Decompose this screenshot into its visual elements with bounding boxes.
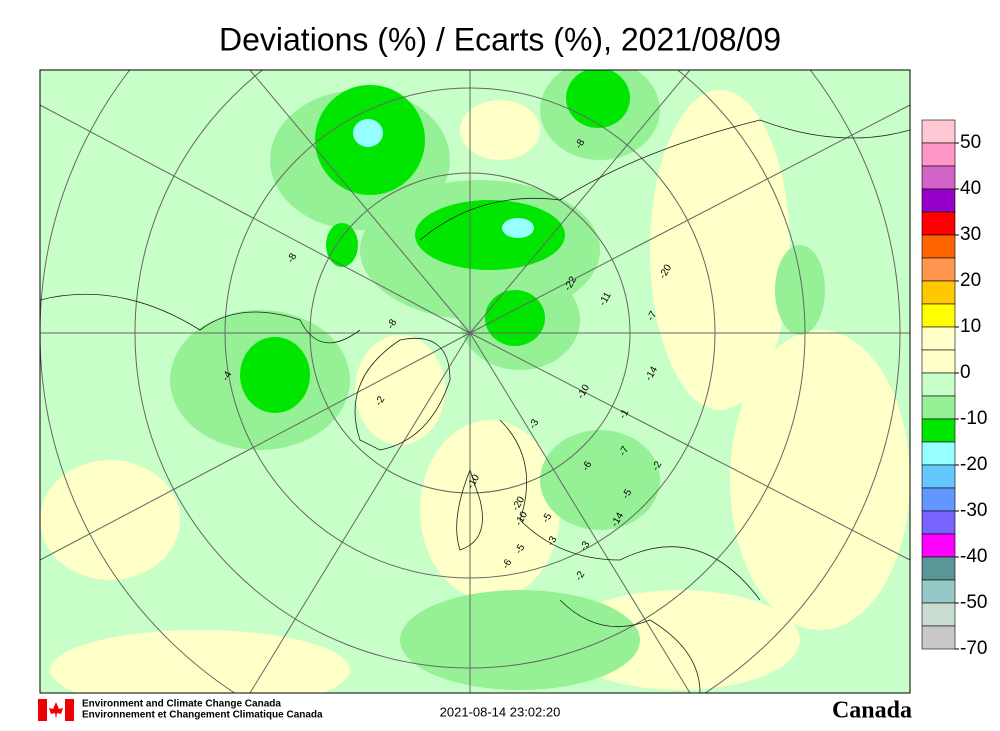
legend-swatch: [921, 464, 956, 489]
legend-swatch: [921, 280, 956, 305]
legend-tick-label: -20: [960, 454, 987, 475]
legend-tick-label: 0: [960, 362, 971, 383]
legend-swatch: [921, 487, 956, 512]
legend-swatch: [921, 395, 956, 420]
legend-tick-label: -70: [960, 638, 987, 659]
legend-swatch: [921, 556, 956, 581]
legend-swatch: [921, 119, 956, 144]
flag-bar: [38, 699, 47, 721]
legend-tick-label: 10: [960, 316, 981, 337]
legend-tick-label: -50: [960, 592, 987, 613]
legend-swatch: [921, 625, 956, 650]
map: [40, 70, 910, 693]
coastlines: [40, 119, 910, 693]
legend-tick-label: 40: [960, 178, 981, 199]
wordmark: Canada: [832, 698, 912, 724]
legend-swatch: [921, 234, 956, 259]
title: Deviations (%) / Ecarts (%), 2021/08/09: [219, 21, 781, 57]
legend-swatch: [921, 602, 956, 627]
strong-negative-areas: [240, 70, 630, 413]
legend-swatch: [921, 441, 956, 466]
timestamp: 2021-08-14 23:02:20: [440, 704, 561, 719]
legend-swatch: [921, 165, 956, 190]
graticule: [40, 70, 910, 693]
color-legend: 50 40 30 20 10 0 -10 -20 -30 -40 -50 -70: [921, 119, 987, 659]
legend-tick-label: -10: [960, 408, 987, 429]
flag-bar: [65, 699, 74, 721]
legend-swatch: [921, 372, 956, 397]
agency-en: Environment and Climate Change Canada: [82, 699, 281, 710]
agency-fr: Environnement et Changement Climatique C…: [82, 710, 323, 721]
legend-swatch: [921, 303, 956, 328]
legend-tick-label: 20: [960, 270, 981, 291]
map-frame: [39, 69, 911, 694]
legend-swatch: [921, 418, 956, 443]
very-strong-negative-areas: [353, 119, 534, 238]
legend-swatch: [921, 510, 956, 535]
legend-swatch: [921, 257, 956, 282]
legend-swatch: [921, 142, 956, 167]
legend-tick-label: -40: [960, 546, 987, 567]
maple-leaf: [49, 702, 63, 719]
legend-swatch: [921, 188, 956, 213]
legend-swatch: [921, 533, 956, 558]
legend-swatch: [921, 349, 956, 374]
legend-swatch: [921, 579, 956, 604]
legend-tick-label: 30: [960, 224, 981, 245]
legend-tick-label: -30: [960, 500, 987, 521]
legend-swatch: [921, 326, 956, 351]
legend-tick-label: 50: [960, 132, 981, 153]
legend-swatch: [921, 211, 956, 236]
